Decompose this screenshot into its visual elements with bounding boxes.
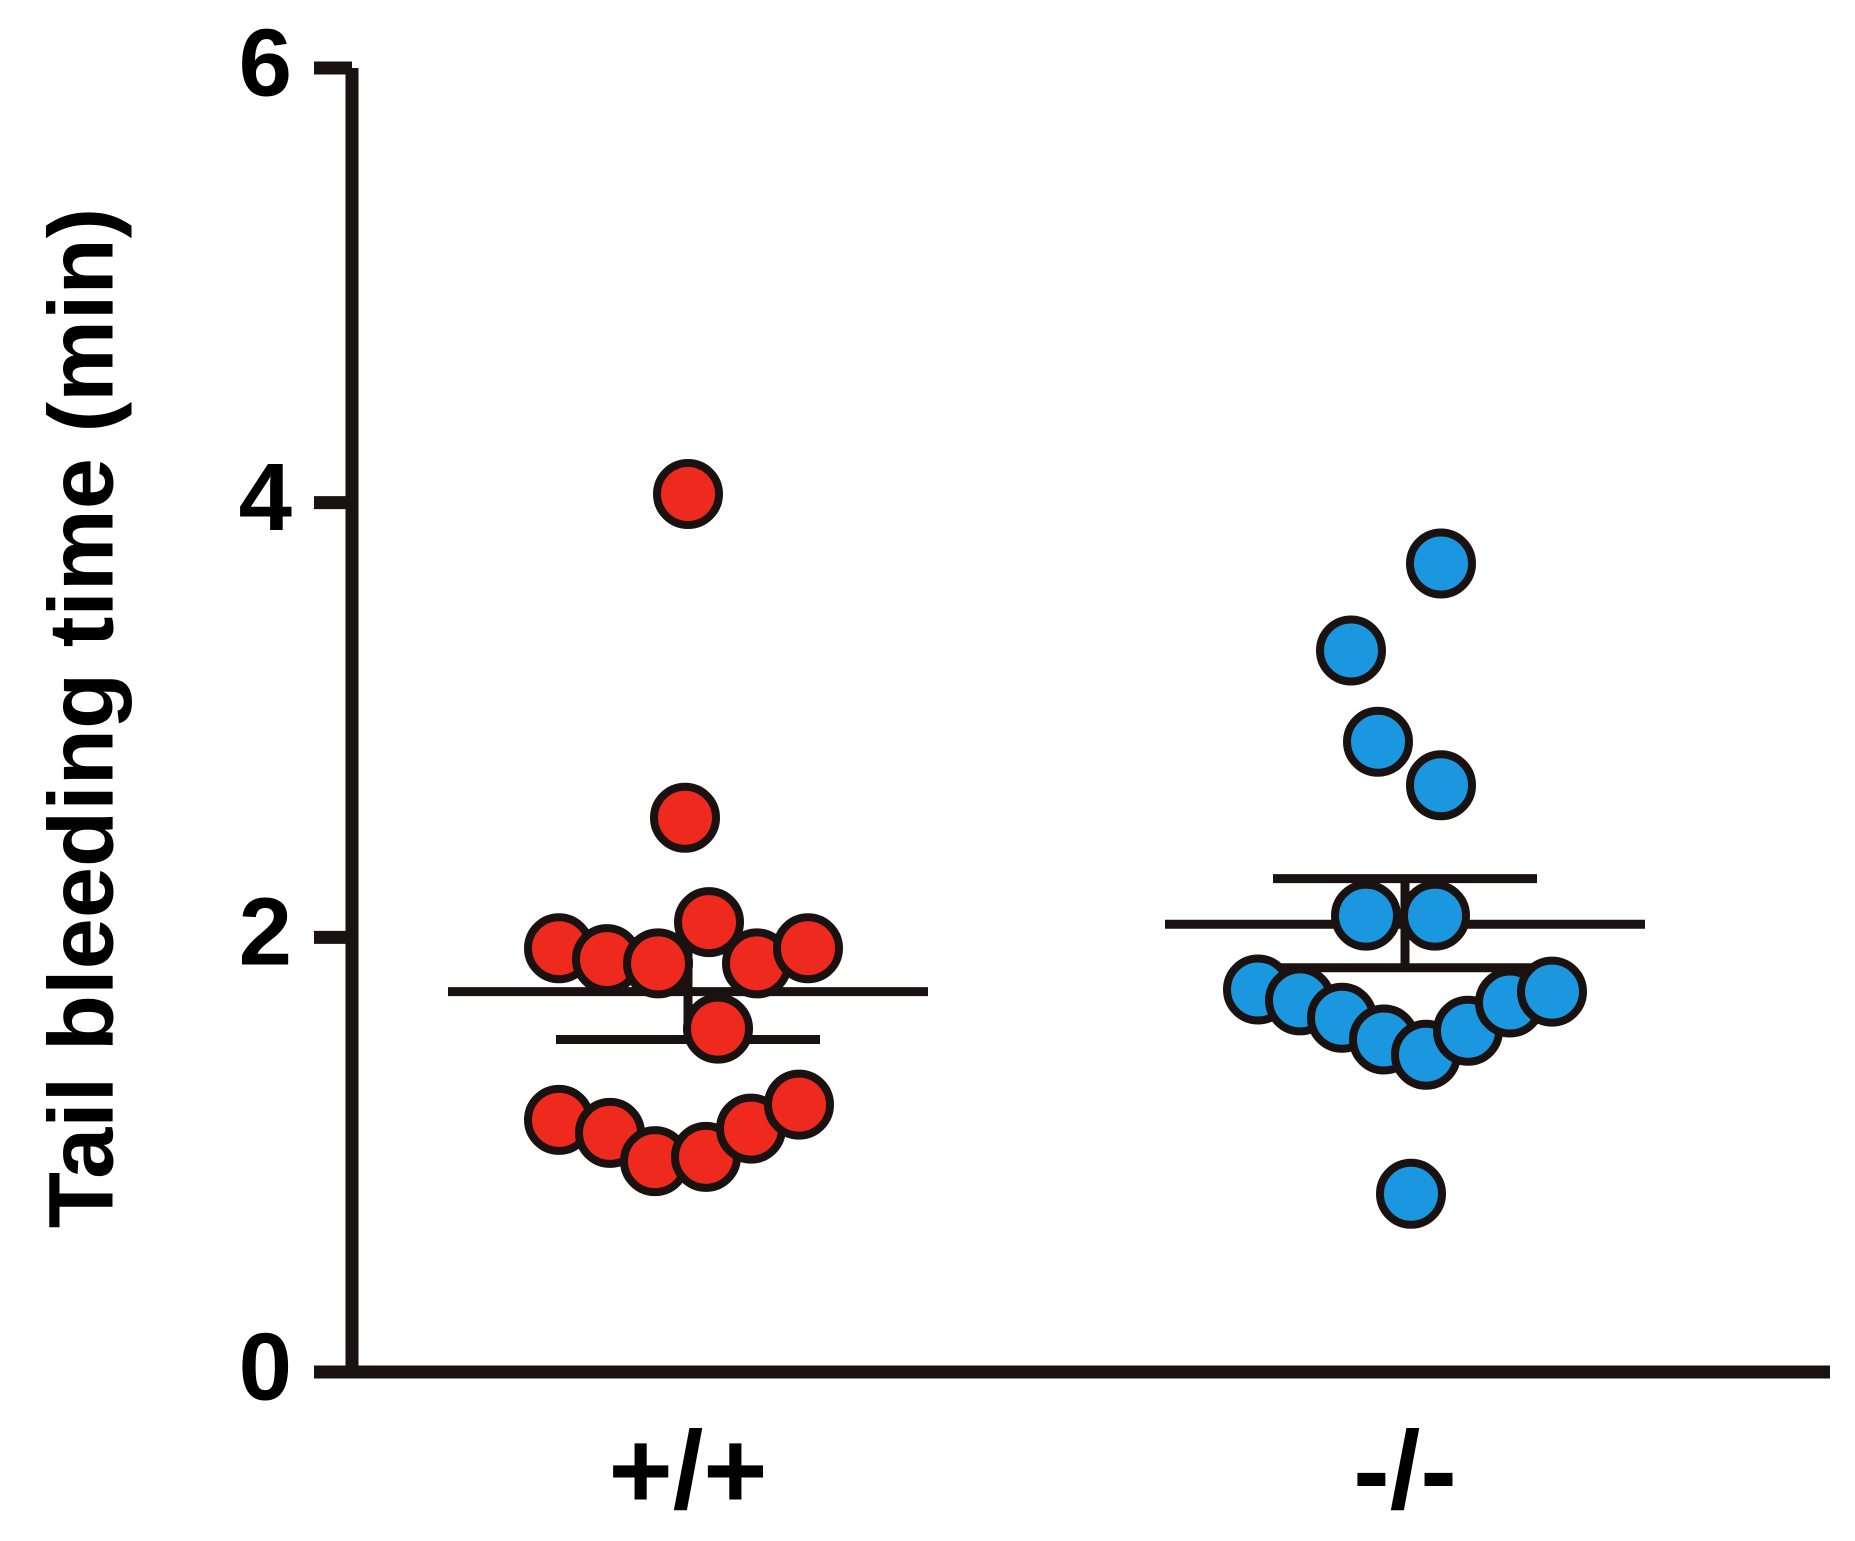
y-tick-label: 0: [239, 1313, 292, 1420]
data-point: [683, 993, 753, 1064]
axes: [314, 68, 1830, 1379]
data-point: [653, 458, 723, 529]
data-point: [1517, 956, 1587, 1027]
y-axis-title: Tail bleeding time (min): [30, 208, 132, 1229]
data-point: [1316, 615, 1386, 686]
y-tick-label: 6: [239, 9, 292, 116]
data-point: [1376, 1158, 1446, 1229]
data-point: [1331, 880, 1401, 951]
y-tick-label: 2: [239, 879, 292, 986]
data-point: [1406, 750, 1476, 821]
data-point: [623, 928, 693, 999]
data-point: [764, 1069, 834, 1140]
data-point: [674, 887, 744, 958]
y-ticks: 0 2 4 6: [239, 9, 352, 1420]
x-category-label: +/+: [608, 1409, 767, 1532]
category-labels: +/+ -/-: [608, 1409, 1456, 1532]
y-tick-label: 4: [239, 444, 292, 551]
data-point: [1343, 706, 1413, 777]
data-point: [1400, 880, 1470, 951]
data-point: [650, 782, 720, 853]
data-points: [524, 458, 1587, 1229]
data-point: [773, 913, 843, 984]
x-category-label: -/-: [1353, 1409, 1457, 1532]
data-point: [1406, 528, 1476, 599]
